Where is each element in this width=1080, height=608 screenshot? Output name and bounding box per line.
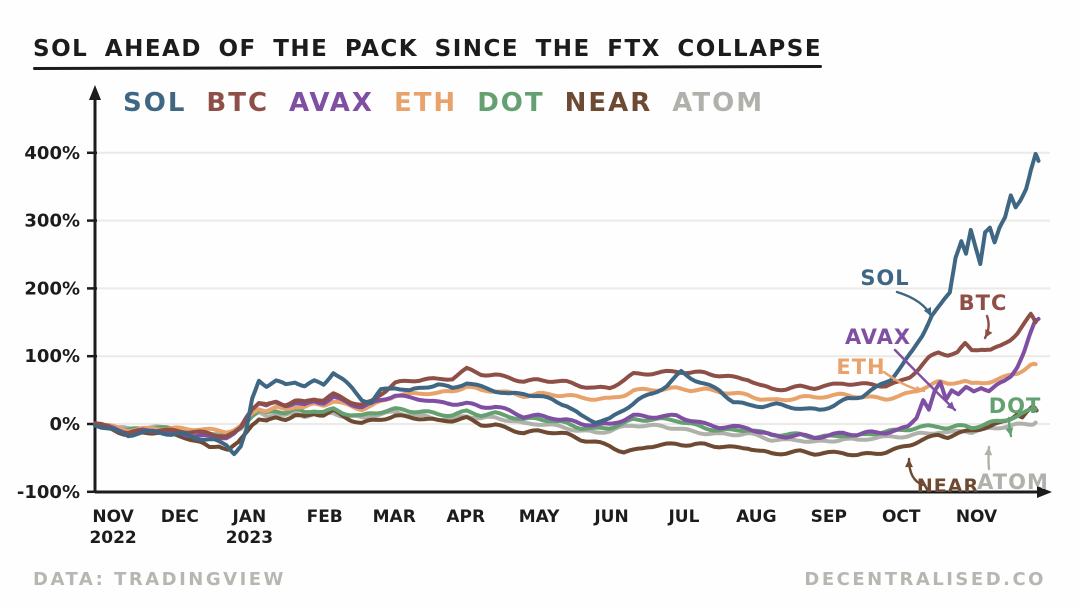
x-tick-label: JAN [232,507,267,527]
page-title: SOL AHEAD OF THE PACK SINCE THE FTX COLL… [33,36,823,62]
legend-item-sol: SOL [123,88,187,118]
y-tick-label: 400% [24,143,80,164]
annotation-label-eth: ETH [836,355,885,379]
x-tick-label: AUG [736,507,776,527]
annotation-arrowhead-avax [946,401,955,410]
annotation-label-avax: AVAX [845,325,911,349]
x-tick-label: MAY [519,507,560,527]
series-line-btc [93,311,1038,439]
x-tick-label: JUN [593,507,628,527]
y-tick-label: 0% [49,414,80,435]
annotation-arrowhead-btc [985,329,993,338]
y-tick-label: 100% [24,346,80,367]
series-line-sol [93,151,1041,457]
x-tick-label: JUL [667,507,699,527]
legend-item-dot: DOT [477,88,545,118]
annotation-label-near: NEAR [917,475,979,497]
annotation-label-sol: SOL [860,266,909,290]
x-tick-label: OCT [882,507,921,527]
brand-label: DECENTRALISED.CO [804,569,1046,590]
annotation-arrowhead-atom [984,447,993,456]
legend-item-eth: ETH [393,88,458,118]
annotation-arrowhead-near [905,459,913,468]
chart-legend: SOL BTC AVAX ETH DOT NEAR ATOM [123,88,764,118]
x-tick-sublabel: 2022 [89,528,136,548]
y-tick-label: 300% [24,211,80,232]
title-block: SOL AHEAD OF THE PACK SINCE THE FTX COLL… [32,36,823,71]
y-axis-arrow [89,85,101,100]
legend-item-avax: AVAX [289,88,374,118]
y-tick-label: 200% [24,278,80,299]
series-line-near [93,404,1039,458]
annotation-arrow-sol [895,290,933,318]
y-tick-label: -100% [17,482,80,503]
x-axis-arrow [1037,486,1052,498]
x-tick-label: MAR [373,507,416,527]
annotation-label-btc: BTC [959,291,1008,315]
x-tick-sublabel: 2023 [226,528,273,548]
series-line-dot [93,406,1038,440]
annotation-arrowhead-dot [1005,427,1014,436]
series-line-eth [93,361,1038,435]
legend-item-btc: BTC [206,88,270,118]
x-tick-label: NOV [92,507,134,527]
legend-item-atom: ATOM [672,88,765,118]
x-tick-label: SEP [811,507,847,527]
data-source-label: DATA: TRADINGVIEW [33,569,286,590]
legend-item-near: NEAR [564,88,653,118]
annotation-arrowhead-eth [915,385,924,394]
x-tick-label: FEB [307,507,343,527]
annotation-label-dot: DOT [989,394,1042,418]
annotation-arrow-avax [893,348,957,412]
annotation-arrowhead-sol [923,307,931,316]
annotation-label-atom: ATOM [977,470,1049,494]
x-tick-label: DEC [161,507,199,527]
x-tick-label: NOV [956,507,998,527]
x-tick-label: APR [446,507,485,527]
